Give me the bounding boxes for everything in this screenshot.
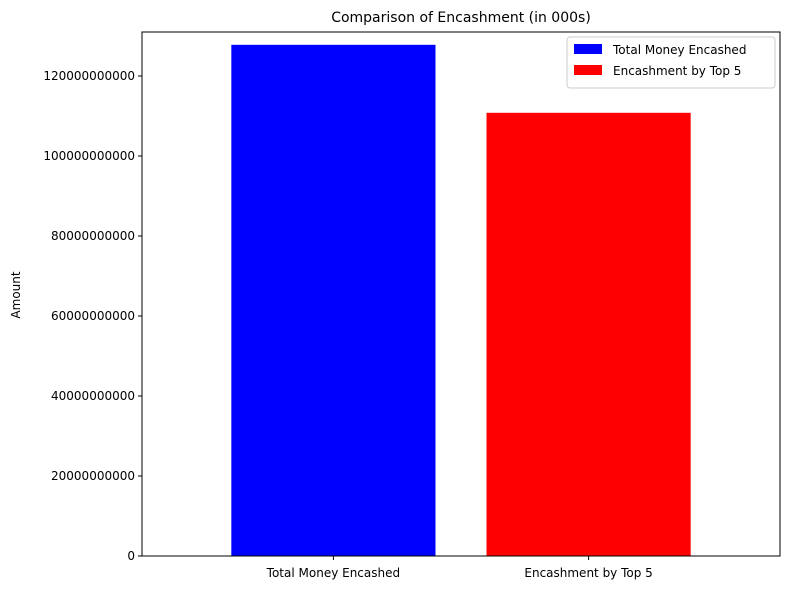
y-tick-label: 40000000000 — [51, 389, 135, 403]
legend: Total Money Encashed Encashment by Top 5 — [566, 36, 776, 89]
y-tick-label: 0 — [127, 549, 135, 563]
chart-title: Comparison of Encashment (in 000s) — [331, 10, 591, 26]
legend-frame — [566, 36, 776, 89]
legend-swatch — [574, 65, 602, 75]
x-axis-ticks: Total Money Encashed Encashment by Top 5 — [266, 556, 653, 580]
legend-label: Encashment by Top 5 — [613, 64, 741, 78]
y-tick-label: 100000000000 — [43, 149, 135, 163]
bar — [231, 44, 436, 557]
y-axis-label: Amount — [9, 271, 23, 318]
axes-frame — [141, 31, 781, 557]
y-tick-label: 60000000000 — [51, 309, 135, 323]
bars-group — [231, 44, 691, 557]
y-tick-label: 20000000000 — [51, 469, 135, 483]
y-tick-label: 120000000000 — [43, 69, 135, 83]
legend-swatch — [574, 44, 602, 54]
x-tick-label: Total Money Encashed — [266, 566, 400, 580]
y-tick-label: 80000000000 — [51, 229, 135, 243]
plot-area: 0 20000000000 40000000000 60000000000 800000… — [43, 31, 781, 580]
legend-entries: Total Money Encashed Encashment by Top 5 — [574, 43, 746, 78]
y-axis-ticks: 0 20000000000 40000000000 60000000000 800000… — [43, 69, 142, 563]
legend-label: Total Money Encashed — [612, 43, 746, 57]
x-tick-label: Encashment by Top 5 — [524, 566, 652, 580]
bar — [486, 112, 691, 557]
